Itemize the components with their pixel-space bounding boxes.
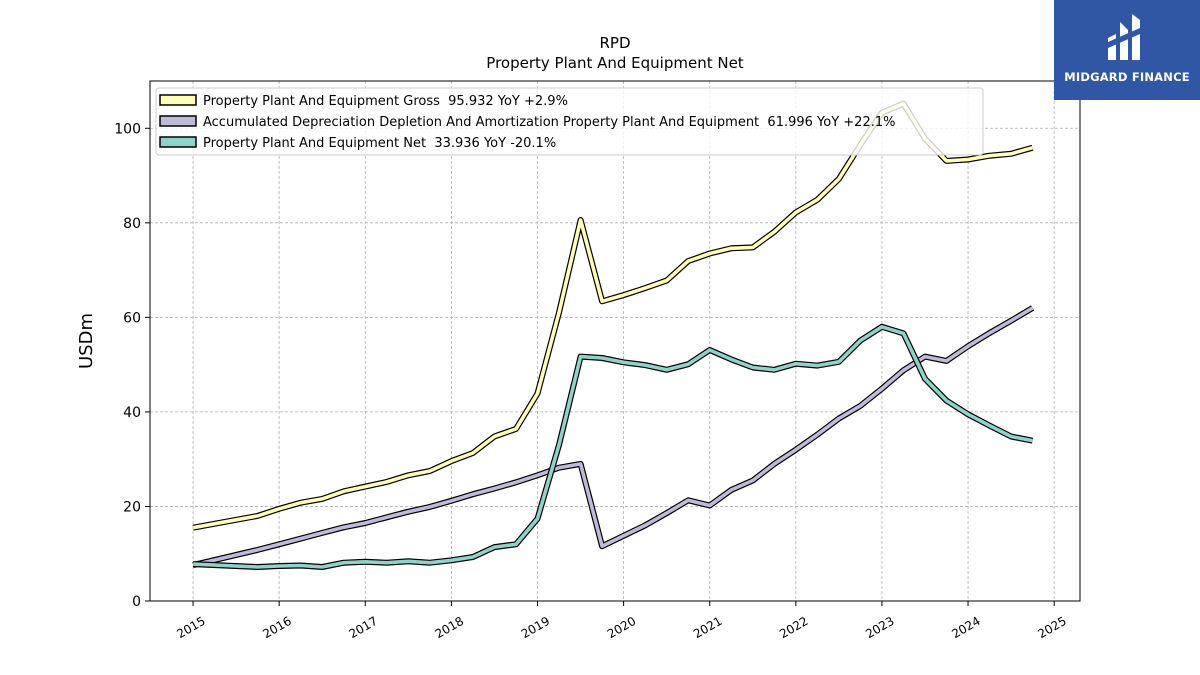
legend-swatch-2 [159, 115, 197, 127]
series-outline-1 [192, 100, 1034, 531]
legend: Property Plant And Equipment Gross 95.93… [155, 87, 984, 156]
brand-logo: MIDGARD FINANCE [1054, 0, 1200, 100]
x-tick-label: 2020 [605, 614, 638, 641]
series-line-1 [192, 101, 1034, 530]
y-tick-label: 20 [123, 499, 141, 515]
legend-label-1: Property Plant And Equipment Gross 95.93… [203, 94, 568, 109]
x-tick-label: 2015 [174, 614, 207, 641]
y-tick-label: 80 [123, 216, 141, 232]
legend-swatch-1 [159, 94, 197, 106]
y-tick-label: 0 [132, 594, 141, 610]
legend-label-3: Property Plant And Equipment Net 33.936 … [203, 136, 556, 151]
x-tick-label: 2016 [260, 614, 293, 641]
legend-swatch-3 [159, 136, 197, 148]
brand-name: MIDGARD FINANCE [1064, 70, 1190, 84]
legend-box [155, 87, 984, 156]
chart-subtitle: Property Plant And Equipment Net [486, 54, 743, 72]
series-lines [192, 100, 1035, 570]
x-tick-label: 2024 [949, 614, 982, 641]
chart-title: RPD [599, 34, 630, 52]
y-tick-label: 40 [123, 405, 141, 421]
legend-label-2: Accumulated Depreciation Depletion And A… [203, 115, 895, 130]
x-tick-label: 2018 [433, 614, 466, 641]
y-axis-label: USDm [76, 313, 97, 369]
midgard-logo-icon [1108, 14, 1140, 60]
y-tick-label: 100 [114, 121, 141, 137]
x-tick-label: 2019 [519, 614, 552, 641]
x-tick-label: 2021 [691, 614, 724, 641]
x-tick-label: 2017 [347, 614, 380, 641]
x-tick-label: 2022 [777, 614, 810, 641]
x-tick-label: 2023 [863, 614, 896, 641]
x-tick-label: 2025 [1035, 614, 1068, 641]
series-line-2 [192, 306, 1034, 567]
plot-frame [149, 80, 1081, 602]
y-tick-label: 60 [123, 310, 141, 326]
series-line-3 [193, 324, 1033, 569]
